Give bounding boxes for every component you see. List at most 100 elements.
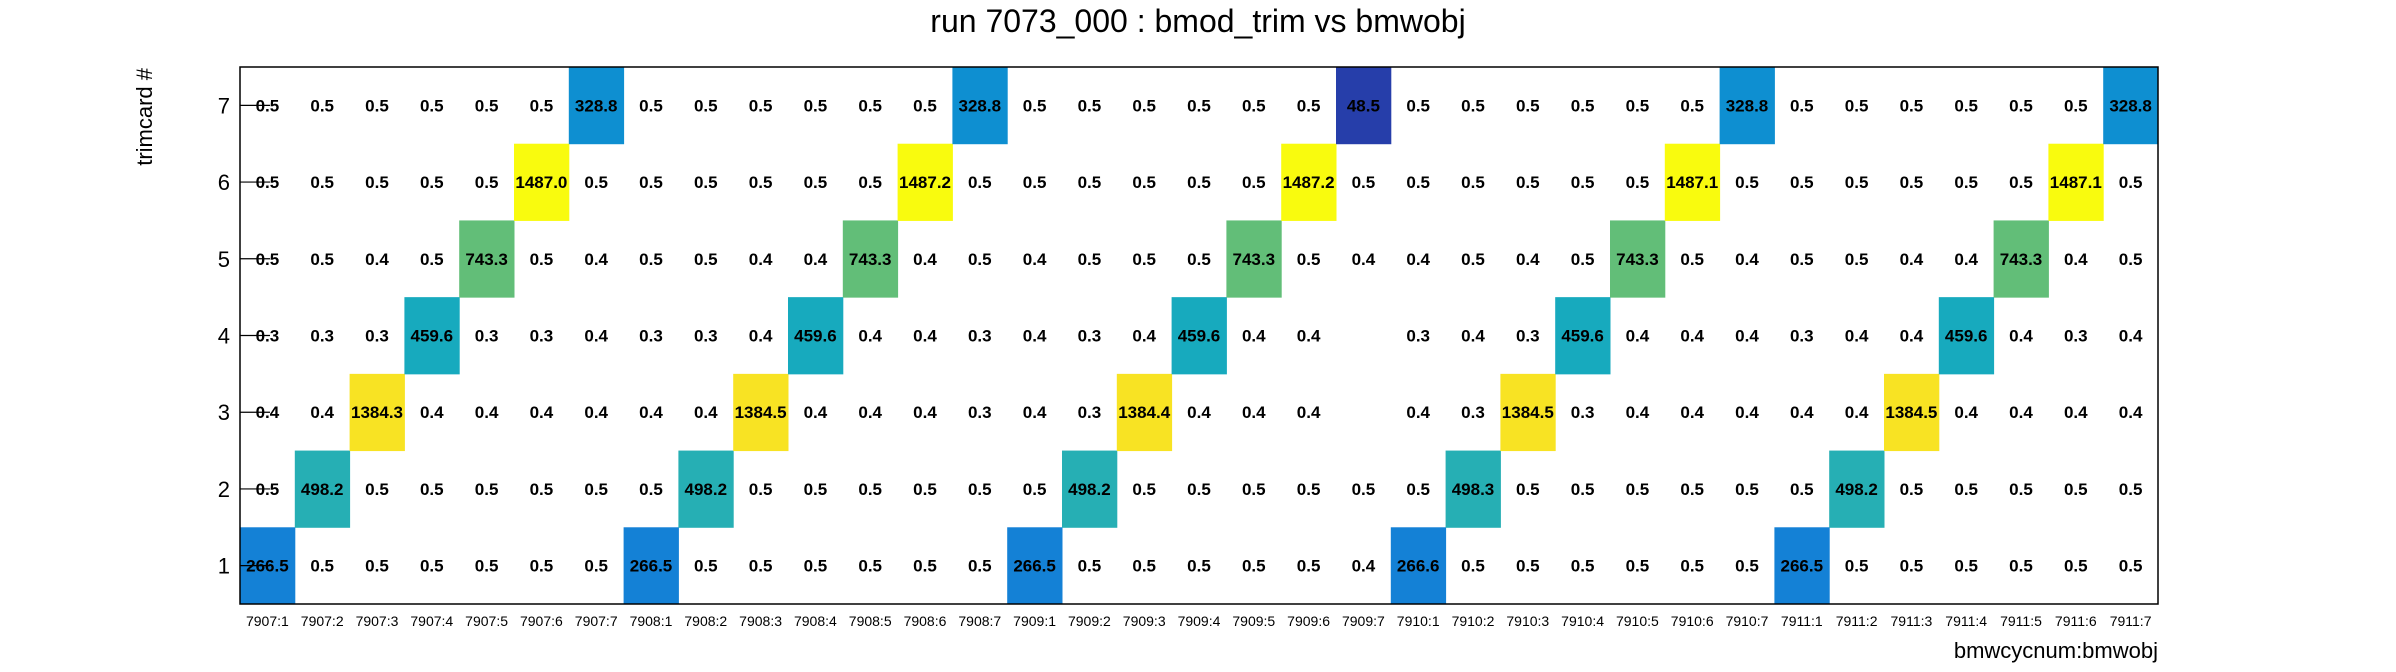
cell-value-label: 0.5 xyxy=(1516,480,1540,499)
cell-value-label: 0.4 xyxy=(1954,403,1978,422)
x-tick-label: 7907:2 xyxy=(301,613,344,629)
cell-value-label: 0.5 xyxy=(2064,480,2088,499)
cell-value-label: 0.5 xyxy=(1132,173,1156,192)
cell-value-label: 0.5 xyxy=(804,173,828,192)
x-tick-label: 7910:4 xyxy=(1561,613,1604,629)
cell-value-label: 0.4 xyxy=(1297,403,1321,422)
cell-value-label: 0.4 xyxy=(913,403,937,422)
x-tick-label: 7907:6 xyxy=(520,613,563,629)
cell-value-label: 0.4 xyxy=(584,327,608,346)
x-tick-label: 7907:5 xyxy=(465,613,508,629)
cell-value-label: 0.4 xyxy=(1954,250,1978,269)
cell-value-label: 498.2 xyxy=(1835,480,1878,499)
cell-value-label: 0.4 xyxy=(1297,327,1321,346)
y-tick-label: 4 xyxy=(218,324,230,349)
cell-value-label: 0.4 xyxy=(1023,403,1047,422)
cell-value-label: 0.5 xyxy=(584,173,608,192)
cell-value-label: 0.5 xyxy=(365,557,389,576)
cell-value-label: 498.2 xyxy=(1068,480,1111,499)
heatmap-cell xyxy=(842,220,899,298)
cell-value-label: 0.4 xyxy=(1406,403,1430,422)
cell-value-label: 0.4 xyxy=(913,327,937,346)
heatmap-cell xyxy=(1774,527,1830,605)
cell-value-label: 0.3 xyxy=(1571,403,1595,422)
cell-value-label: 0.5 xyxy=(1023,480,1047,499)
cell-value-label: 0.5 xyxy=(1132,557,1156,576)
cell-value-label: 0.4 xyxy=(858,403,882,422)
cell-value-label: 0.4 xyxy=(1845,403,1869,422)
cell-labels: 266.5 0.5 0.5 0.5 0.5 0.5 0.5 266.5 0.5 0.5 0.5 0.5… xyxy=(246,96,2152,575)
cell-value-label: 0.4 xyxy=(804,250,828,269)
cell-value-label: 0.5 xyxy=(420,96,444,115)
cell-value-label: 0.5 xyxy=(1406,480,1430,499)
x-tick-label: 7909:4 xyxy=(1178,613,1221,629)
cell-value-label: 0.5 xyxy=(694,250,718,269)
cell-value-label: 0.5 xyxy=(749,173,773,192)
cell-value-label: 0.4 xyxy=(1900,250,1924,269)
x-tick-label: 7910:6 xyxy=(1671,613,1714,629)
x-tick-label: 7908:2 xyxy=(684,613,727,629)
cell-value-label: 1384.5 xyxy=(1502,403,1554,422)
cell-value-label: 0.4 xyxy=(1242,403,1266,422)
plot-frame xyxy=(239,66,2159,605)
cell-value-label: 0.5 xyxy=(530,557,554,576)
cell-value-label: 0.5 xyxy=(1954,173,1978,192)
x-tick-label: 7908:3 xyxy=(739,613,782,629)
cell-value-label: 0.5 xyxy=(1626,96,1650,115)
heatmap-cell xyxy=(568,67,625,145)
cell-value-label: 0.4 xyxy=(1187,403,1211,422)
cell-value-label: 0.4 xyxy=(1680,403,1704,422)
heatmap-cell xyxy=(1171,297,1227,375)
cell-value-label: 0.5 xyxy=(2064,96,2088,115)
cell-value-label: 0.5 xyxy=(1954,96,1978,115)
cell-value-label: 0.5 xyxy=(1845,250,1869,269)
cell-value-label: 0.5 xyxy=(1790,173,1814,192)
cell-value-label: 0.4 xyxy=(365,250,389,269)
cell-value-label: 0.5 xyxy=(913,480,937,499)
cell-value-label: 0.5 xyxy=(1954,557,1978,576)
cell-value-label: 0.5 xyxy=(365,173,389,192)
cell-value-label: 0.5 xyxy=(639,173,663,192)
cell-value-label: 0.5 xyxy=(1626,557,1650,576)
heatmap-cell xyxy=(1336,67,1392,145)
cell-value-label: 0.5 xyxy=(530,96,554,115)
x-tick-label: 7907:1 xyxy=(246,613,289,629)
heatmap-cell xyxy=(1884,373,1940,452)
cell-value-label: 0.4 xyxy=(1516,250,1540,269)
cell-value-label: 0.4 xyxy=(1735,250,1759,269)
cell-value-label: 0.5 xyxy=(1900,557,1924,576)
heatmap-cell xyxy=(1719,67,1775,145)
x-tick-label: 7907:4 xyxy=(410,613,453,629)
cell-value-label: 0.5 xyxy=(1571,480,1595,499)
cell-value-label: 0.4 xyxy=(1406,250,1430,269)
cell-value-label: 0.4 xyxy=(1735,327,1759,346)
x-tick-label: 7910:5 xyxy=(1616,613,1659,629)
cell-value-label: 0.5 xyxy=(1680,96,1704,115)
cell-value-label: 0.3 xyxy=(639,327,663,346)
cell-value-label: 0.5 xyxy=(2009,557,2033,576)
heatmap-cell xyxy=(788,297,844,375)
cell-value-label: 0.5 xyxy=(1461,250,1485,269)
cell-value-label: 0.5 xyxy=(1626,173,1650,192)
cell-value-label: 0.5 xyxy=(1023,96,1047,115)
cell-value-label: 0.4 xyxy=(584,403,608,422)
cell-value-label: 0.5 xyxy=(694,96,718,115)
heatmap-cell xyxy=(1062,450,1118,528)
x-tick-label: 7910:3 xyxy=(1506,613,1549,629)
cell-value-label: 1487.0 xyxy=(515,173,567,192)
cell-value-label: 0.5 xyxy=(584,480,608,499)
y-tick-label: 2 xyxy=(218,477,230,502)
heatmap-cell xyxy=(1007,527,1063,605)
cell-value-label: 0.4 xyxy=(1352,250,1376,269)
cell-value-label: 0.4 xyxy=(1735,403,1759,422)
cell-value-label: 0.5 xyxy=(1900,96,1924,115)
cell-value-label: 328.8 xyxy=(959,96,1002,115)
cell-value-label: 0.4 xyxy=(1790,403,1814,422)
x-tick-label: 7909:5 xyxy=(1232,613,1275,629)
cell-value-label: 0.5 xyxy=(1297,250,1321,269)
cell-value-label: 0.3 xyxy=(1516,327,1540,346)
cell-value-label: 0.5 xyxy=(1078,250,1102,269)
x-tick-label: 7911:2 xyxy=(1836,613,1878,629)
cell-value-label: 0.5 xyxy=(1187,557,1211,576)
heatmap-cell xyxy=(404,297,460,375)
